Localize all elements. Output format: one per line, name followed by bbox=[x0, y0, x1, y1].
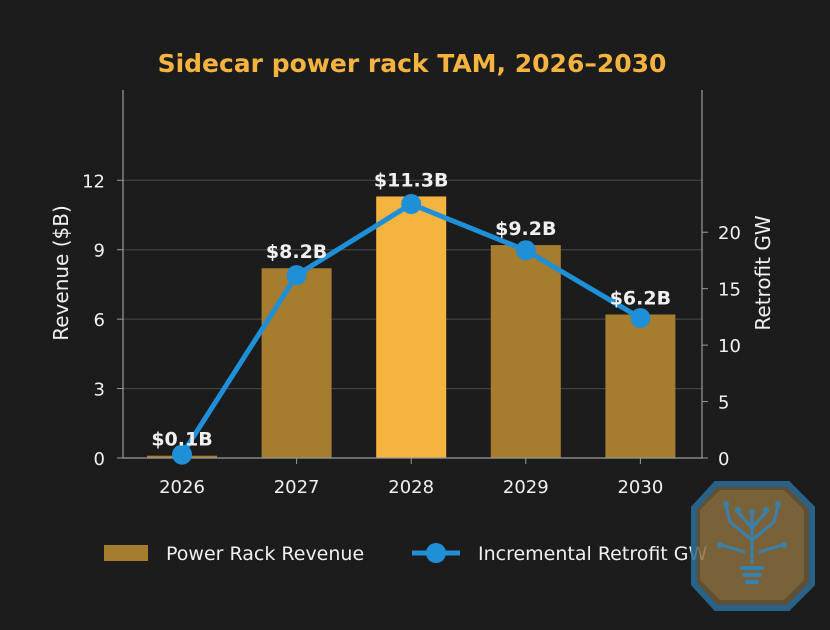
x-tick-label: 2029 bbox=[503, 477, 549, 498]
y2-tick-label: 0 bbox=[718, 449, 729, 470]
legend-bar-swatch bbox=[104, 545, 148, 561]
bar bbox=[261, 268, 332, 458]
x-tick-label: 2030 bbox=[617, 477, 663, 498]
line-point bbox=[630, 308, 651, 329]
data-labels: $0.1B $8.2B $11.3B $9.2B $6.2B bbox=[151, 169, 671, 450]
y-tick-label: 0 bbox=[94, 449, 105, 470]
x-tick-label: 2026 bbox=[159, 477, 205, 498]
bar-value-label: $9.2B bbox=[495, 218, 556, 240]
bar-value-label: $6.2B bbox=[610, 288, 671, 310]
legend-bar-label: Power Rack Revenue bbox=[166, 543, 364, 565]
y-axis-label: Revenue ($B) bbox=[49, 205, 73, 341]
y2-tick-label: 20 bbox=[718, 223, 741, 244]
bar-value-label: $8.2B bbox=[266, 241, 327, 263]
line-series bbox=[172, 194, 651, 465]
y-tick-label: 3 bbox=[94, 380, 105, 401]
tick-labels: 0 3 6 9 12 0 5 10 15 20 2026 2027 2028 2029 2030 bbox=[82, 171, 741, 498]
x-tick-label: 2028 bbox=[388, 477, 434, 498]
bar bbox=[376, 196, 447, 459]
y2-tick-label: 15 bbox=[718, 280, 741, 301]
bar-value-label: $11.3B bbox=[374, 169, 449, 191]
bars bbox=[147, 196, 676, 459]
legend-line-marker bbox=[426, 543, 446, 563]
bar-value-label: $0.1B bbox=[151, 429, 212, 451]
bar bbox=[490, 245, 561, 458]
bar bbox=[605, 314, 676, 458]
axes bbox=[117, 90, 708, 464]
legend: Power Rack Revenue Incremental Retrofit … bbox=[104, 543, 708, 565]
line-point bbox=[286, 265, 307, 286]
y-tick-label: 12 bbox=[82, 171, 105, 192]
y-tick-label: 9 bbox=[94, 241, 105, 262]
y2-tick-label: 10 bbox=[718, 336, 741, 357]
tree-circuit-lightbulb-icon bbox=[691, 481, 815, 611]
y-tick-label: 6 bbox=[94, 310, 105, 331]
x-tick-label: 2027 bbox=[274, 477, 320, 498]
y2-axis-label: Retrofit GW bbox=[751, 215, 775, 330]
chart-title: Sidecar power rack TAM, 2026–2030 bbox=[158, 49, 667, 78]
y2-tick-label: 5 bbox=[718, 393, 729, 414]
line-point bbox=[401, 194, 422, 215]
legend-line-label: Incremental Retrofit GW bbox=[478, 543, 708, 565]
line-point bbox=[172, 444, 192, 465]
line-point bbox=[515, 240, 536, 261]
